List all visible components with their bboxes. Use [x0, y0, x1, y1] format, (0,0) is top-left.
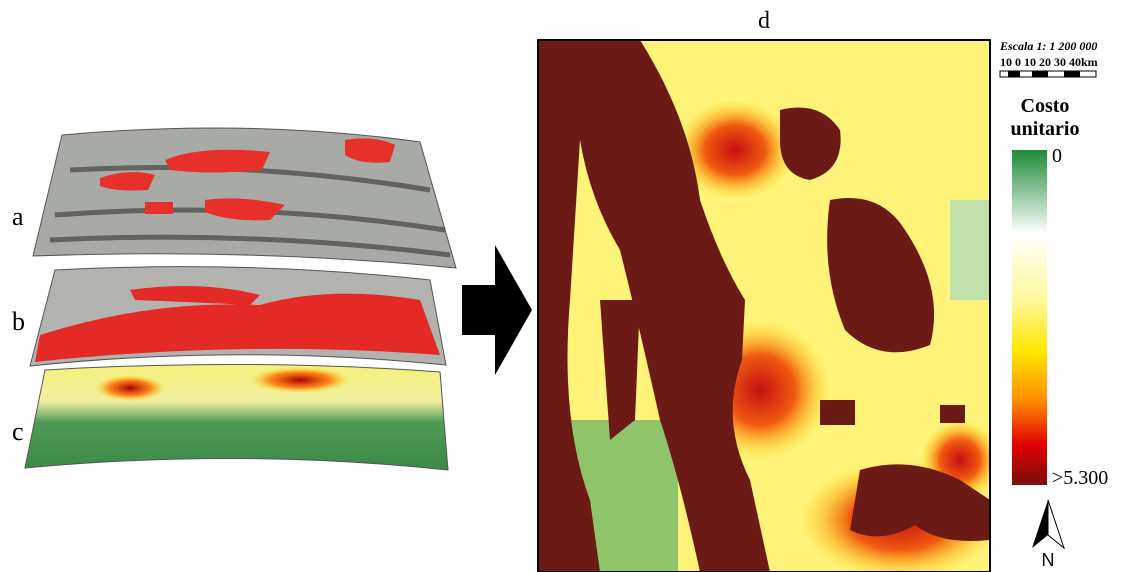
legend-max: >5.300 [1052, 467, 1108, 489]
layer-b [30, 267, 446, 366]
layer-c [25, 364, 448, 470]
north-arrow [1032, 500, 1064, 548]
cost-map [538, 40, 1000, 572]
scale-title: Escala 1: 1 200 000 [999, 39, 1097, 53]
arrow [462, 245, 532, 375]
panel-label: c [12, 417, 24, 446]
scale-labels: 10 0 10 20 30 40km [1000, 55, 1098, 69]
legend-title: unitario [1011, 118, 1080, 140]
legend-colorbar [1012, 150, 1047, 485]
figure: a b c d Escala 1: 1 200 000 10 0 10 20 3… [0, 0, 1136, 572]
legend-min: 0 [1052, 145, 1062, 167]
panel-label: a [12, 202, 24, 231]
north-label: N [1042, 550, 1055, 570]
legend-title: Costo [1021, 95, 1070, 117]
layer-a [33, 128, 456, 268]
panel-label: d [758, 8, 770, 34]
scale-bar [1000, 71, 1096, 77]
panel-label: b [12, 307, 25, 336]
